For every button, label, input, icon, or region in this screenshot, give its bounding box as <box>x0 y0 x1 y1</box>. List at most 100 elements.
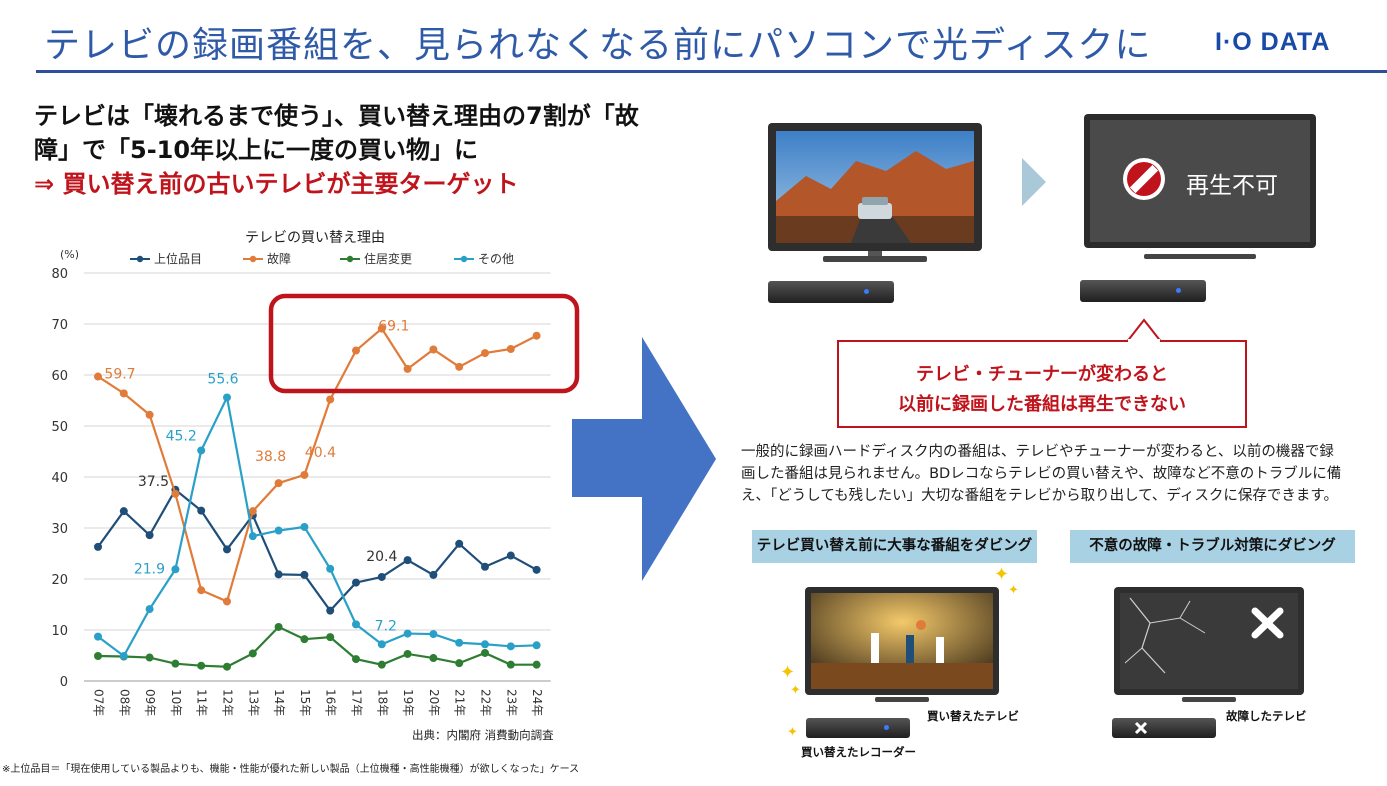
data-point <box>481 349 489 358</box>
x-tick-label: 07年 <box>92 689 106 716</box>
series-line <box>97 326 538 603</box>
page-title: テレビの録画番組を、見られなくなる前にパソコンで光ディスクに <box>44 25 1152 66</box>
y-tick-label: 0 <box>60 675 68 690</box>
x-tick-label: 22年 <box>479 689 493 716</box>
data-point <box>352 578 360 587</box>
x-tick-label: 13年 <box>246 689 260 716</box>
chart-title: テレビの買い替え理由 <box>245 230 385 246</box>
x-tick-label: 17年 <box>350 689 364 716</box>
data-point <box>429 570 438 579</box>
x-tick-label: 12年 <box>221 689 235 716</box>
description-text: 一般的に録画ハードディスク内の番組は、テレビやチューナーが変わると、以前の機器で… <box>741 441 1381 507</box>
x-tick-label: 21年 <box>453 689 467 716</box>
new-recorder <box>806 718 910 738</box>
x-tick-label: 08年 <box>117 689 131 716</box>
data-point <box>326 564 335 573</box>
data-label: 69.1 <box>378 319 409 335</box>
data-point <box>377 324 386 333</box>
data-point <box>94 652 102 661</box>
data-point <box>429 654 438 663</box>
data-label: 38.8 <box>255 449 286 465</box>
y-tick-label: 50 <box>51 420 68 435</box>
callout-line-1: テレビ・チューナーが変わると <box>916 364 1168 385</box>
new-recorder-caption: 買い替えたレコーダー <box>801 745 916 759</box>
data-point <box>377 572 386 581</box>
data-point <box>481 640 489 649</box>
data-point <box>300 570 309 579</box>
data-point <box>506 551 515 560</box>
dubbing-before-replace-label: テレビ買い替え前に大事な番組をダビング <box>752 530 1037 563</box>
data-label: 21.9 <box>134 561 165 577</box>
data-point <box>455 539 464 548</box>
data-point <box>532 331 541 340</box>
x-tick-label: 14年 <box>272 689 286 716</box>
callout-pointer-cover <box>1128 339 1160 343</box>
data-point <box>94 632 102 641</box>
data-label: 55.6 <box>207 371 238 387</box>
data-point <box>248 507 257 516</box>
sparkle-icon: ✦ <box>994 564 1010 585</box>
data-point <box>119 652 128 661</box>
data-point <box>274 570 283 579</box>
prohibited-icon <box>1123 158 1165 200</box>
brand-logo: I·O DATA <box>1215 28 1331 56</box>
data-label: 37.5 <box>138 474 169 490</box>
x-tick-label: 20年 <box>427 689 441 716</box>
data-point <box>352 655 360 664</box>
sparkle-icon: ✦ <box>780 662 796 683</box>
data-point <box>197 586 206 595</box>
broken-tv <box>1114 587 1304 705</box>
data-point <box>145 605 154 614</box>
data-point <box>377 640 386 649</box>
y-tick-label: 20 <box>51 573 68 588</box>
data-point <box>171 659 180 668</box>
description-line-2: 画した番組は見られません。BDレコならテレビの買い替えや、故障など不意のトラブル… <box>741 466 1342 482</box>
series-line <box>97 488 538 613</box>
data-point <box>223 393 231 402</box>
cracked-screen <box>1120 593 1298 689</box>
x-tick-label: 10年 <box>169 689 183 716</box>
data-point <box>248 649 257 658</box>
data-label: 20.4 <box>366 549 397 565</box>
data-point <box>223 597 231 606</box>
data-point <box>377 660 386 669</box>
data-point <box>300 522 309 531</box>
data-point <box>326 633 335 642</box>
warning-callout: テレビ・チューナーが変わると 以前に録画した番組は再生できない <box>837 340 1247 428</box>
x-tick-label: 09年 <box>143 689 157 716</box>
y-tick-label: 40 <box>51 471 68 486</box>
close-icon <box>1134 721 1148 735</box>
sparkle-icon: ✦ <box>787 725 798 740</box>
data-point <box>145 531 154 540</box>
data-label: 7.2 <box>375 618 397 634</box>
data-point <box>506 660 515 669</box>
headline-target: ⇒ 買い替え前の古いテレビが主要ターゲット <box>34 170 519 198</box>
data-point <box>481 562 489 571</box>
y-tick-label: 30 <box>51 522 68 537</box>
data-point <box>119 507 128 516</box>
data-point <box>429 630 438 639</box>
data-point <box>455 638 464 647</box>
headline-line-2: 障」で「5-10年以上に一度の買い物」に <box>34 136 479 164</box>
x-tick-label: 23年 <box>504 689 518 716</box>
x-tick-label: 18年 <box>375 689 389 716</box>
legend-label: 上位品目 <box>154 251 202 266</box>
x-tick-label: 11年 <box>195 689 209 716</box>
basketball-screen <box>811 593 993 689</box>
data-label: 40.4 <box>305 445 336 461</box>
y-tick-label: 70 <box>51 318 68 333</box>
x-tick-label: 24年 <box>530 689 544 716</box>
data-point <box>171 565 180 574</box>
x-tick-label: 16年 <box>324 689 338 716</box>
data-point <box>429 345 438 354</box>
no-playback-label: 再生不可 <box>1186 173 1278 199</box>
dubbing-for-failure-label: 不意の故障・トラブル対策にダビング <box>1070 530 1355 563</box>
data-point <box>223 545 231 554</box>
data-point <box>403 629 412 638</box>
data-point <box>171 489 180 498</box>
recorder-left <box>768 281 894 303</box>
data-point <box>274 622 283 631</box>
legend-marker <box>346 255 354 263</box>
data-point <box>94 542 102 551</box>
